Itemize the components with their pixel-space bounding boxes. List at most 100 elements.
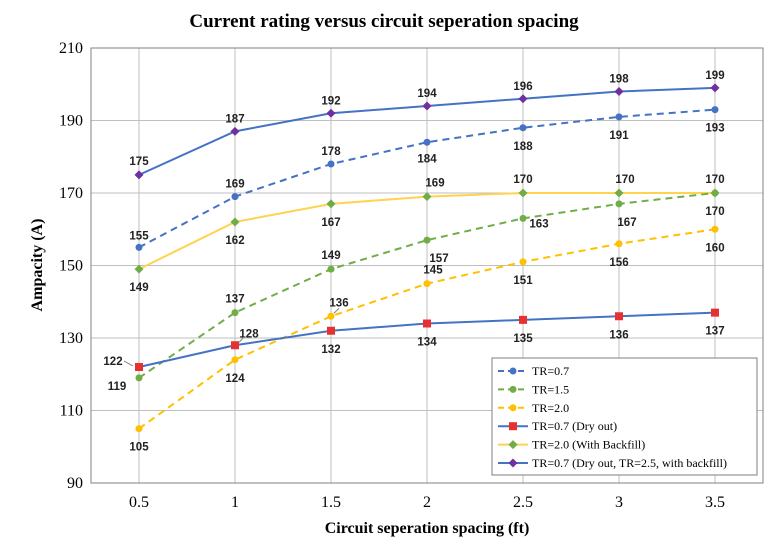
data-label: 151 (513, 275, 533, 287)
data-point (135, 374, 143, 382)
data-point (519, 214, 527, 222)
x-tick-label: 3.5 (705, 494, 725, 511)
data-point (711, 106, 719, 114)
data-point (710, 83, 720, 93)
data-point (518, 188, 528, 198)
data-point (327, 326, 335, 335)
legend-marker (508, 458, 518, 468)
legend-item: TR=2.0 (498, 401, 569, 415)
data-label: 199 (705, 70, 724, 82)
y-tick-label: 190 (59, 113, 83, 130)
data-point (231, 309, 239, 317)
data-label: 135 (513, 333, 533, 345)
data-point (230, 217, 240, 227)
legend-item: TR=0.7 (498, 364, 569, 378)
legend-label: TR=0.7 (Dry out, TR=2.5, with backfill) (532, 456, 727, 470)
legend-marker (509, 367, 517, 375)
data-label: 191 (609, 130, 629, 142)
data-point (615, 200, 623, 208)
data-point (230, 126, 240, 136)
data-label: 188 (513, 141, 533, 153)
data-label: 122 (103, 356, 122, 368)
series-6 (134, 83, 720, 180)
data-label: 194 (417, 88, 437, 100)
legend-item: TR=1.5 (498, 382, 569, 396)
legend-marker (508, 440, 518, 450)
data-label: 156 (609, 257, 628, 269)
data-point (231, 193, 239, 201)
legend-label: TR=0.7 (532, 364, 569, 378)
data-label: 149 (129, 282, 148, 294)
data-point (615, 240, 623, 248)
data-label: 175 (129, 156, 149, 168)
y-tick-label: 150 (59, 258, 83, 275)
label-leader (238, 335, 246, 343)
data-label: 170 (615, 174, 634, 186)
y-tick-label: 90 (67, 475, 83, 492)
y-tick-label: 210 (59, 40, 83, 57)
legend-marker (509, 422, 517, 431)
data-label: 170 (513, 174, 532, 186)
data-point (423, 138, 431, 146)
data-label: 162 (225, 235, 244, 247)
y-axis-title: Ampacity (A) (29, 219, 46, 312)
plot-area-border (90, 47, 764, 484)
series-1 (135, 106, 719, 251)
data-point (519, 258, 527, 266)
data-label: 157 (429, 253, 448, 265)
data-point (614, 87, 624, 96)
data-point (135, 425, 143, 433)
legend-label: TR=2.0 (With Backfill) (532, 438, 645, 452)
label-leader (123, 360, 134, 367)
x-axis-title: Circuit seperation spacing (ft) (325, 520, 530, 537)
data-point (519, 315, 527, 324)
data-label: 137 (705, 326, 724, 338)
series-4 (135, 308, 719, 371)
data-point (231, 356, 239, 364)
data-label: 145 (423, 265, 443, 277)
data-label: 124 (225, 373, 245, 385)
data-point (615, 312, 623, 321)
data-point (615, 113, 623, 121)
legend-marker (509, 404, 517, 412)
chart-title: Current rating versus circuit seperation… (189, 11, 579, 32)
series-layer (134, 83, 720, 433)
data-point (711, 189, 719, 197)
data-label: 169 (225, 179, 244, 191)
series-3 (135, 225, 719, 433)
data-label: 167 (617, 217, 636, 229)
data-point (326, 199, 336, 209)
data-point (519, 124, 527, 132)
data-point (711, 308, 719, 317)
data-label: 155 (129, 230, 149, 242)
data-point (327, 160, 335, 168)
x-tick-label: 3 (615, 494, 623, 511)
legend-item: TR=0.7 (Dry out, TR=2.5, with backfill) (498, 456, 727, 470)
data-label: 105 (129, 442, 149, 454)
data-label: 167 (321, 217, 340, 229)
legend-item: TR=0.7 (Dry out) (498, 419, 617, 433)
x-tick-label: 2.5 (513, 494, 533, 511)
data-point (423, 280, 431, 288)
data-point (423, 236, 431, 244)
data-label: 170 (705, 206, 724, 218)
data-label: 193 (705, 123, 724, 135)
data-label: 132 (321, 344, 340, 356)
legend-marker (509, 385, 517, 393)
data-label: 198 (609, 74, 629, 86)
data-label: 136 (609, 329, 628, 341)
data-point (614, 188, 624, 198)
y-tick-label: 130 (59, 330, 83, 347)
legend-label: TR=0.7 (Dry out) (532, 419, 617, 433)
data-point (135, 363, 143, 371)
data-label: 163 (529, 218, 548, 230)
data-label: 170 (705, 174, 724, 186)
axis-ticks: 90 110 130 150 170 190 210 0.5 1 1.5 2 2.5 3 3.5 (59, 40, 725, 511)
data-label: 149 (321, 250, 340, 262)
legend-label: TR=1.5 (532, 382, 569, 396)
x-tick-label: 2 (423, 494, 431, 511)
data-point (711, 225, 719, 233)
data-label: 169 (425, 178, 444, 190)
series-2 (135, 189, 719, 382)
